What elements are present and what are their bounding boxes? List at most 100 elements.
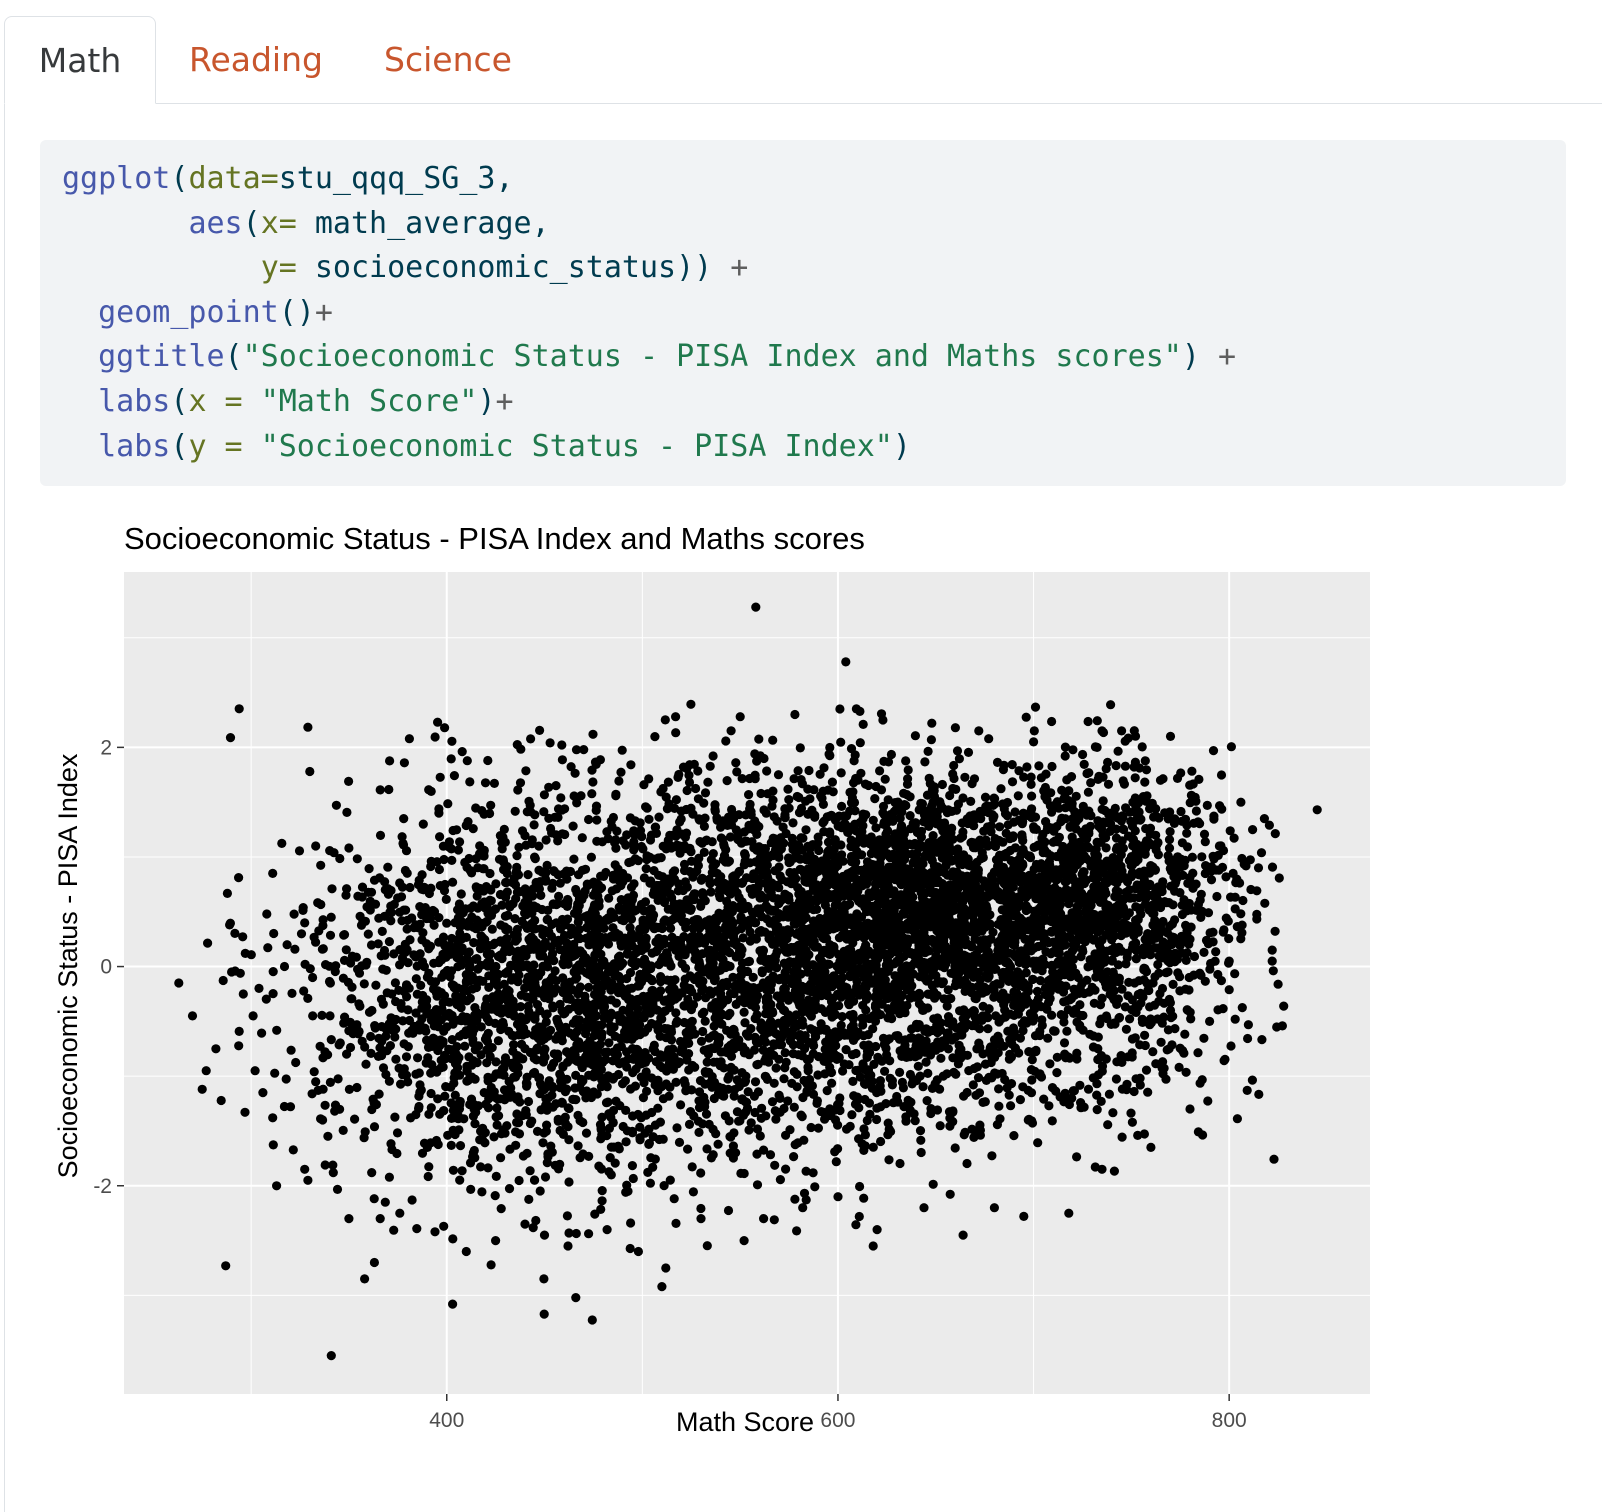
data-point (699, 1007, 709, 1017)
data-point (1104, 1089, 1114, 1099)
data-point (942, 1001, 952, 1011)
data-point (846, 867, 856, 877)
data-point (837, 801, 847, 811)
code-token: () (278, 294, 315, 330)
data-point (844, 1000, 854, 1010)
data-point (905, 811, 915, 821)
data-point (995, 822, 1005, 832)
data-point (702, 1057, 712, 1067)
data-point (491, 1171, 501, 1181)
data-point (775, 871, 785, 881)
data-point (582, 881, 593, 891)
data-point (855, 706, 865, 716)
data-point (725, 832, 736, 842)
data-point (927, 980, 937, 991)
data-point (698, 1119, 708, 1129)
data-point (308, 972, 318, 983)
data-point (959, 872, 969, 882)
data-point (870, 889, 880, 899)
data-point (916, 826, 927, 836)
data-point (492, 1103, 502, 1113)
data-point (534, 841, 544, 851)
data-point (816, 791, 826, 801)
data-point (954, 754, 965, 764)
data-point (963, 747, 974, 757)
data-point (648, 1044, 658, 1054)
data-point (510, 806, 520, 816)
data-point (795, 743, 805, 753)
data-point (938, 842, 948, 852)
data-point (774, 1090, 784, 1100)
data-point (671, 728, 681, 738)
data-point (951, 784, 961, 794)
data-point (650, 732, 660, 742)
data-point (715, 885, 725, 895)
data-point (982, 801, 992, 811)
data-point (614, 902, 624, 912)
data-point (1117, 984, 1127, 994)
data-point (1018, 1082, 1028, 1092)
data-point (649, 866, 659, 876)
data-point (846, 835, 856, 845)
data-point (496, 1153, 506, 1163)
data-point (597, 1196, 607, 1206)
data-point (1137, 742, 1147, 752)
data-point (883, 795, 893, 805)
data-point (604, 893, 614, 903)
data-point (824, 845, 835, 855)
data-point (699, 821, 710, 831)
data-point (757, 966, 767, 976)
code-line: y= socioeconomic_status)) + (62, 246, 1566, 291)
data-point (708, 751, 718, 761)
data-point (692, 992, 702, 1002)
data-point (682, 785, 692, 796)
data-point (784, 795, 794, 805)
data-point (642, 851, 652, 861)
tab-math[interactable]: Math (4, 16, 156, 104)
tab-science[interactable]: Science (384, 40, 512, 79)
data-point (974, 944, 984, 955)
data-point (820, 896, 830, 906)
data-point (683, 994, 693, 1005)
data-point (721, 845, 731, 855)
data-point (791, 905, 802, 915)
data-point (1009, 987, 1019, 997)
code-token: "Math Score" (260, 383, 478, 419)
data-point (660, 715, 670, 725)
data-point (828, 787, 838, 797)
data-point (822, 1086, 832, 1096)
data-point (900, 922, 910, 932)
data-point (745, 936, 755, 946)
data-point (563, 1122, 573, 1132)
data-point (490, 904, 501, 914)
data-point (404, 734, 414, 744)
data-point (884, 851, 894, 862)
data-point (541, 835, 551, 845)
data-point (801, 900, 811, 911)
data-point (936, 822, 946, 832)
data-point (960, 772, 970, 782)
data-point (294, 846, 305, 856)
tab-reading[interactable]: Reading (189, 40, 323, 79)
data-point (785, 926, 795, 936)
data-point (603, 939, 614, 949)
data-point (835, 885, 845, 896)
data-point (792, 791, 802, 802)
data-point (493, 1036, 503, 1046)
data-point (943, 870, 953, 880)
data-point (703, 777, 713, 787)
data-point (788, 818, 798, 828)
data-point (688, 1187, 699, 1197)
data-point (1065, 821, 1075, 832)
data-point (1078, 749, 1088, 760)
data-point (678, 917, 688, 927)
data-point (1003, 957, 1013, 967)
data-point (1083, 1084, 1094, 1094)
data-point (708, 849, 718, 859)
data-point (942, 894, 952, 904)
data-point (1019, 848, 1029, 858)
data-point (642, 803, 652, 813)
data-point (682, 895, 692, 905)
code-token: ) (1181, 339, 1218, 375)
data-point (626, 914, 637, 924)
